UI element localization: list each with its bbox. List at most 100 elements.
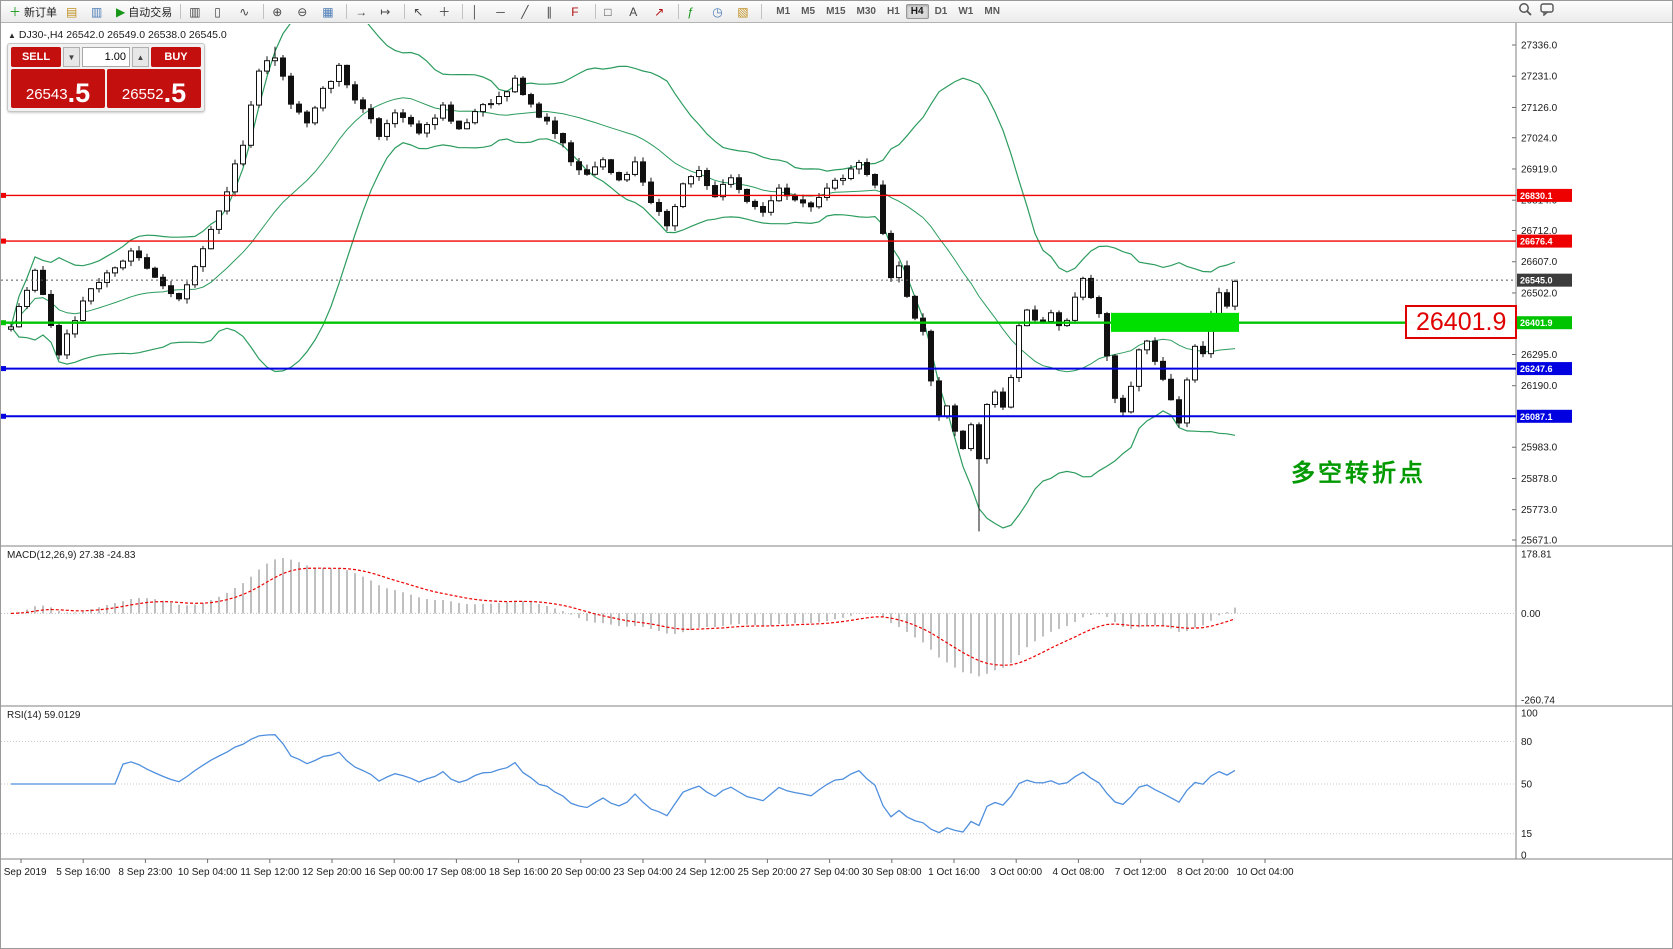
svg-text:27024.0: 27024.0 xyxy=(1521,133,1558,144)
bar-chart-button-icon: ▥ xyxy=(189,4,201,19)
volume-input[interactable] xyxy=(82,47,130,67)
buy-price-frac: .5 xyxy=(163,78,187,109)
rsi-indicator-label: RSI(14) 59.0129 xyxy=(7,710,81,721)
help-icon[interactable] xyxy=(1540,2,1554,21)
chart-shift-button[interactable]: ↦ xyxy=(376,2,400,22)
sell-button[interactable]: SELL xyxy=(11,47,61,67)
text-button[interactable]: A xyxy=(625,2,649,22)
svg-text:27231.0: 27231.0 xyxy=(1521,72,1558,83)
toolbar-items: ＋新订单 ▤ ▥ ▶ 自动交易 ▥ ▯ ∿ ⊕ ⊖ ▦ → ↦ ↖ ＋ │ ─ ╱ ∥ F □ A ↗ ƒ ◷ ▧ xyxy=(5,2,765,22)
profiles-button[interactable]: ▤ xyxy=(62,2,86,22)
price-tag-26087.1: 26087.1 xyxy=(1517,409,1572,423)
shapes-button[interactable]: □ xyxy=(600,2,624,22)
zoom-in-button[interactable]: ⊕ xyxy=(268,2,292,22)
timeframe-h1-button[interactable]: H1 xyxy=(886,6,900,17)
templates-button-icon: ▧ xyxy=(737,4,749,19)
templates-button[interactable]: ▧ xyxy=(733,2,757,22)
vertical-line-button[interactable]: │ xyxy=(467,2,491,22)
horizontal-line-26401.9[interactable] xyxy=(1,320,1516,326)
svg-text:11 Sep 12:00: 11 Sep 12:00 xyxy=(240,867,299,878)
price-callout-label[interactable]: 26401.9 xyxy=(1405,305,1518,339)
price-tag-26545.0: 26545.0 xyxy=(1517,273,1572,287)
timeframe-m15-button[interactable]: M15 xyxy=(826,6,846,17)
horizontal-line-26247.6[interactable] xyxy=(1,366,1516,372)
horizontal-line-button[interactable]: ─ xyxy=(492,2,516,22)
autotrading-button[interactable]: ▶ 自动交易 xyxy=(112,2,176,22)
crosshair-button[interactable]: ＋ xyxy=(434,2,458,22)
trendline-button-icon: ╱ xyxy=(521,4,529,19)
cursor-button-icon: ↖ xyxy=(413,4,424,19)
auto-scroll-button-icon: → xyxy=(355,4,368,19)
timeframe-m30-button[interactable]: M30 xyxy=(856,6,876,17)
svg-text:0.00: 0.00 xyxy=(1521,609,1541,620)
indicators-button[interactable]: ƒ xyxy=(683,2,707,22)
symbol-info: ▲ DJ30-,H4 26542.0 26549.0 26538.0 26545.… xyxy=(8,29,227,41)
timeframe-h4-button[interactable]: H4 xyxy=(905,4,929,19)
timeframe-w1-button[interactable]: W1 xyxy=(958,6,974,17)
bar-chart-button[interactable]: ▥ xyxy=(185,2,209,22)
buy-price-int: 26552 xyxy=(121,85,164,103)
sell-price-int: 26543 xyxy=(25,85,68,103)
data-window-button[interactable]: ▥ xyxy=(87,2,111,22)
text-button-icon: A xyxy=(629,4,638,19)
svg-text:10 Sep 04:00: 10 Sep 04:00 xyxy=(178,867,238,878)
timeframe-d1-button[interactable]: D1 xyxy=(934,6,948,17)
cursor-button[interactable]: ↖ xyxy=(409,2,433,22)
svg-text:27 Sep 04:00: 27 Sep 04:00 xyxy=(800,867,860,878)
timeframe-m1-button[interactable]: M1 xyxy=(776,6,791,17)
svg-text:100: 100 xyxy=(1521,709,1538,720)
horizontal-line-26830.1[interactable] xyxy=(1,192,1516,198)
volume-increase-button[interactable]: ▲ xyxy=(132,47,149,67)
price-tag-26401.9: 26401.9 xyxy=(1517,316,1572,330)
svg-text:26295.0: 26295.0 xyxy=(1521,350,1558,361)
trendline-button[interactable]: ╱ xyxy=(517,2,541,22)
svg-text:0: 0 xyxy=(1521,851,1527,862)
horizontal-line-26676.4[interactable] xyxy=(1,238,1516,244)
macd-signal-line xyxy=(10,567,1236,666)
svg-text:26830.1: 26830.1 xyxy=(1520,191,1553,201)
zoom-in-button-icon: ⊕ xyxy=(272,4,283,19)
zoom-out-button[interactable]: ⊖ xyxy=(293,2,317,22)
new-order-button[interactable]: ＋新订单 xyxy=(5,2,61,22)
svg-text:1 Oct 16:00: 1 Oct 16:00 xyxy=(928,867,980,878)
sell-price-frac: .5 xyxy=(67,78,91,109)
search-icon[interactable] xyxy=(1518,2,1532,21)
svg-text:7 Oct 12:00: 7 Oct 12:00 xyxy=(1115,867,1167,878)
svg-text:16 Sep 00:00: 16 Sep 00:00 xyxy=(364,867,424,878)
toolbar-separator xyxy=(462,4,464,19)
horizontal-line-26087.1[interactable] xyxy=(1,413,1516,419)
svg-text:25 Sep 20:00: 25 Sep 20:00 xyxy=(738,867,798,878)
svg-text:3 Oct 00:00: 3 Oct 00:00 xyxy=(990,867,1042,878)
symbol-ohlc: 26542.0 26549.0 26538.0 26545.0 xyxy=(66,29,227,41)
price-axis: 27336.027231.027126.027024.026919.026814… xyxy=(1512,41,1572,862)
line-chart-button-icon: ∿ xyxy=(239,4,250,19)
chinese-annotation[interactable]: 多空转折点 xyxy=(1291,460,1426,487)
svg-text:20 Sep 00:00: 20 Sep 00:00 xyxy=(551,867,611,878)
svg-text:4 Sep 2019: 4 Sep 2019 xyxy=(1,867,47,878)
candlestick-series xyxy=(8,46,1238,532)
channel-button[interactable]: ∥ xyxy=(542,2,566,22)
periods-button[interactable]: ◷ xyxy=(708,2,732,22)
panel-separators xyxy=(1,23,1672,860)
sell-price-display[interactable]: 26543.5 xyxy=(11,69,105,108)
tile-windows-button[interactable]: ▦ xyxy=(318,2,342,22)
auto-scroll-button[interactable]: → xyxy=(351,2,375,22)
buy-price-display[interactable]: 26552.5 xyxy=(107,69,201,108)
svg-text:26545.0: 26545.0 xyxy=(1520,276,1553,286)
timeframe-bar: M1 M5 M15 M30 H1 H4 D1 W1 MN xyxy=(771,4,1005,19)
volume-decrease-button[interactable]: ▼ xyxy=(63,47,80,67)
buy-button[interactable]: BUY xyxy=(151,47,201,67)
timeframe-mn-button[interactable]: MN xyxy=(984,6,1000,17)
arrows-button-icon: ↗ xyxy=(654,4,665,19)
timeframe-m5-button[interactable]: M5 xyxy=(801,6,816,17)
svg-text:30 Sep 08:00: 30 Sep 08:00 xyxy=(862,867,922,878)
arrows-button[interactable]: ↗ xyxy=(650,2,674,22)
fibonacci-button[interactable]: F xyxy=(567,2,591,22)
price-tag-26830.1: 26830.1 xyxy=(1517,188,1572,202)
bollinger-bands xyxy=(10,24,1236,529)
highlight-rectangle[interactable] xyxy=(1111,312,1239,332)
svg-text:26676.4: 26676.4 xyxy=(1520,237,1553,247)
line-chart-button[interactable]: ∿ xyxy=(235,2,259,22)
candlestick-chart-button[interactable]: ▯ xyxy=(210,2,234,22)
svg-text:80: 80 xyxy=(1521,737,1533,748)
